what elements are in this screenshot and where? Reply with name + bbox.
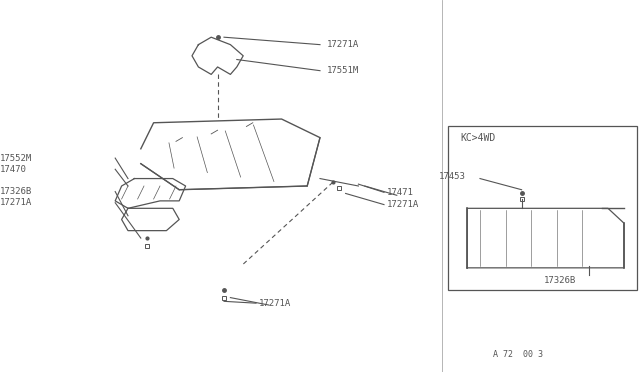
- Text: 17326B: 17326B: [0, 187, 32, 196]
- Text: 17271A: 17271A: [0, 198, 32, 207]
- Text: 17453: 17453: [438, 172, 465, 181]
- FancyBboxPatch shape: [448, 126, 637, 290]
- Text: 17271A: 17271A: [387, 200, 419, 209]
- Text: A 72  00 3: A 72 00 3: [493, 350, 543, 359]
- Text: 17551M: 17551M: [326, 66, 358, 75]
- Text: 17471: 17471: [387, 188, 414, 197]
- Text: 17326B: 17326B: [544, 276, 576, 285]
- Text: 17271A: 17271A: [259, 299, 291, 308]
- Text: KC>4WD: KC>4WD: [461, 133, 496, 143]
- Text: 17470: 17470: [0, 165, 27, 174]
- Text: 17271A: 17271A: [326, 40, 358, 49]
- Text: 17552M: 17552M: [0, 154, 32, 163]
